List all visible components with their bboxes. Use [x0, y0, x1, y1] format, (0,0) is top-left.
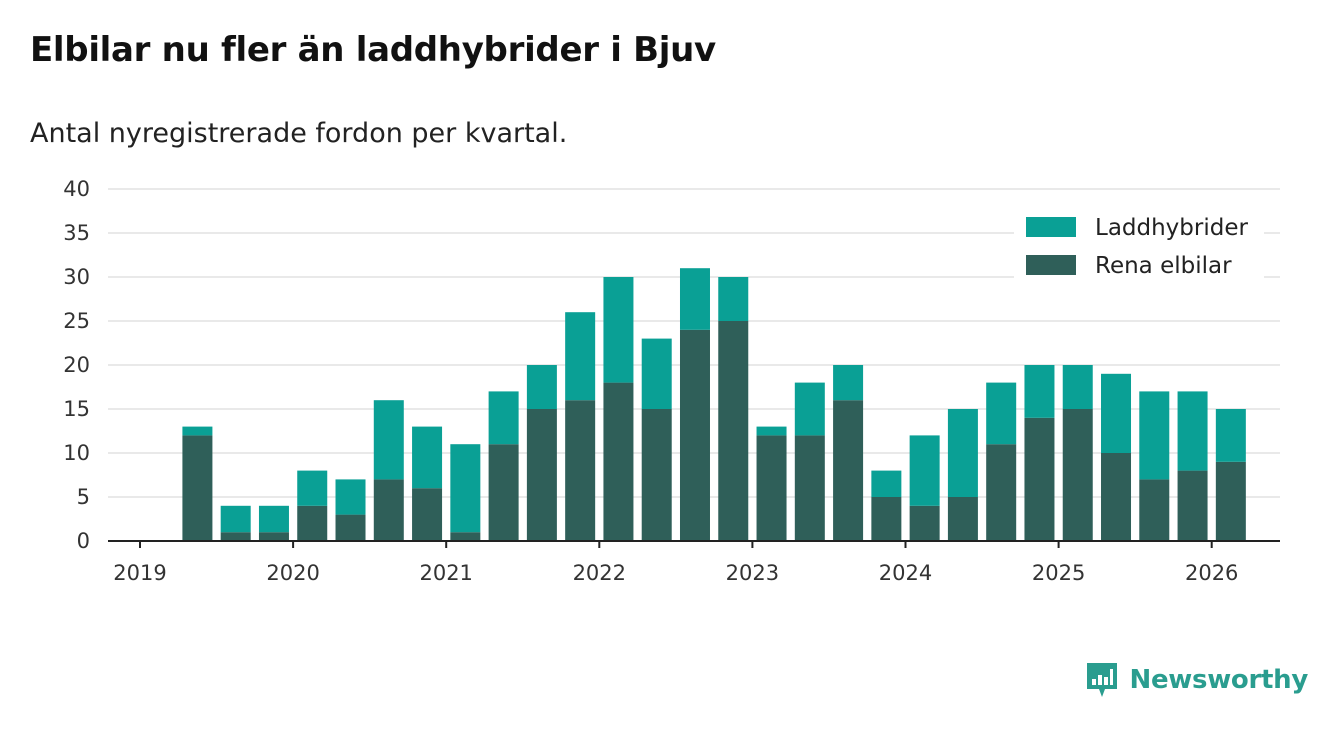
bar-rena-elbilar [1139, 479, 1170, 541]
bar-laddhybrider [412, 426, 443, 489]
bars [182, 268, 1246, 541]
x-tick-label: 2019 [113, 561, 166, 585]
y-tick-label: 40 [63, 177, 90, 201]
x-tick-label: 2024 [879, 561, 932, 585]
legend-item-laddhybrider-label: Laddhybrider [1095, 215, 1248, 241]
y-tick-label: 10 [63, 441, 90, 465]
bar-rena-elbilar [679, 329, 710, 541]
bar-rena-elbilar [718, 321, 749, 541]
chart-title: Elbilar nu fler än laddhybrider i Bjuv [30, 30, 716, 70]
bar-laddhybrider [373, 400, 404, 480]
bar-rena-elbilar [182, 435, 213, 541]
bar-laddhybrider [450, 444, 481, 533]
bar-laddhybrider [909, 435, 940, 506]
bar-laddhybrider [258, 505, 289, 533]
y-tick-label: 35 [63, 221, 90, 245]
bar-laddhybrider [871, 470, 902, 497]
y-tick-label: 0 [77, 529, 90, 553]
bar-laddhybrider [947, 409, 978, 497]
bar-laddhybrider [1024, 365, 1055, 418]
bar-rena-elbilar [565, 400, 596, 541]
bar-rena-elbilar [1177, 470, 1208, 541]
bar-laddhybrider [1215, 409, 1246, 462]
bar-rena-elbilar [412, 488, 443, 541]
bar-rena-elbilar [526, 409, 557, 541]
bar-rena-elbilar [488, 444, 519, 541]
brand-name: Newsworthy [1129, 665, 1309, 695]
legend: Laddhybrider Rena elbilar [1014, 207, 1264, 279]
x-tick-label: 2023 [726, 561, 779, 585]
bar-laddhybrider [986, 382, 1017, 445]
bar-laddhybrider [1139, 391, 1170, 480]
bar-laddhybrider [756, 426, 787, 436]
bar-rena-elbilar [641, 409, 672, 541]
y-tick-label: 15 [63, 397, 90, 421]
brand-logo: Newsworthy [1084, 660, 1308, 700]
bar-rena-elbilar [1101, 453, 1132, 541]
x-tick-label: 2026 [1185, 561, 1238, 585]
bar-rena-elbilar [1062, 409, 1093, 541]
bar-laddhybrider [526, 365, 557, 409]
bar-rena-elbilar [871, 497, 902, 541]
bar-laddhybrider [718, 277, 749, 321]
bar-rena-elbilar [1024, 417, 1055, 541]
bar-laddhybrider [488, 391, 519, 445]
bar-rena-elbilar [450, 532, 481, 541]
bar-rena-elbilar [986, 444, 1017, 541]
x-tick-label: 2022 [573, 561, 626, 585]
bar-laddhybrider [335, 479, 366, 515]
x-tick-label: 2020 [266, 561, 319, 585]
bar-rena-elbilar [756, 435, 787, 541]
bar-laddhybrider [297, 470, 328, 506]
bar-laddhybrider [603, 277, 634, 383]
bar-rena-elbilar [794, 435, 825, 541]
legend-item-rena-elbilar-swatch [1026, 255, 1076, 275]
bar-rena-elbilar [833, 400, 864, 541]
legend-item-rena-elbilar-label: Rena elbilar [1095, 253, 1232, 279]
bar-laddhybrider [1101, 373, 1132, 453]
bar-laddhybrider [1062, 365, 1093, 409]
bar-rena-elbilar [1215, 461, 1246, 541]
bar-rena-elbilar [220, 532, 251, 541]
y-tick-label: 25 [63, 309, 90, 333]
bar-rena-elbilar [297, 505, 328, 541]
bar-rena-elbilar [947, 497, 978, 541]
bar-rena-elbilar [373, 479, 404, 541]
y-tick-label: 30 [63, 265, 90, 289]
legend-item-laddhybrider-swatch [1026, 217, 1076, 237]
bar-rena-elbilar [258, 532, 289, 541]
bar-laddhybrider [679, 268, 710, 330]
bar-laddhybrider [1177, 391, 1208, 471]
bar-laddhybrider [565, 312, 596, 401]
x-tick-label: 2021 [419, 561, 472, 585]
x-tick-label: 2025 [1032, 561, 1085, 585]
bar-laddhybrider [220, 505, 251, 533]
y-tick-label: 5 [77, 485, 90, 509]
bar-laddhybrider [794, 382, 825, 436]
bar-laddhybrider [182, 426, 213, 436]
bar-rena-elbilar [335, 514, 366, 541]
bar-laddhybrider [833, 365, 864, 401]
bar-laddhybrider [641, 338, 672, 409]
chart-subtitle: Antal nyregistrerade fordon per kvartal. [30, 118, 568, 149]
y-tick-label: 20 [63, 353, 90, 377]
bar-rena-elbilar [603, 382, 634, 541]
bar-rena-elbilar [909, 505, 940, 541]
newsworthy-logo-icon [1086, 663, 1117, 697]
